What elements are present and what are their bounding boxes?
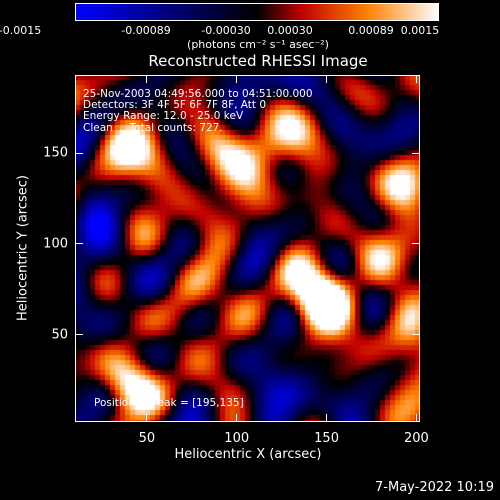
colorbar-unit: (photons cm⁻² s⁻¹ asec⁻²)	[187, 38, 329, 51]
y-tick	[75, 243, 83, 245]
colorbar-frame	[75, 3, 439, 21]
x-tick	[146, 75, 148, 83]
x-tick	[236, 75, 238, 83]
info-time-range: 25-Nov-2003 04:49:56.000 to 04:51:00.000	[83, 88, 313, 100]
info-detectors: Detectors: 3F 4F 5F 6F 7F 8F, Att 0	[83, 99, 267, 111]
plot-frame	[75, 75, 420, 422]
y-axis-label: Heliocentric Y (arcsec)	[15, 175, 31, 321]
peak-position: Position of Peak = [195,135]	[94, 397, 244, 409]
info-energy-range: Energy Range: 12.0 - 25.0 keV	[83, 110, 244, 122]
y-tick	[75, 334, 83, 336]
x-tick-label: 50	[138, 431, 156, 446]
x-tick	[415, 414, 417, 422]
colorbar-tick-label: -0.0015	[0, 24, 42, 37]
x-tick	[146, 414, 148, 422]
x-tick-label: 150	[314, 431, 339, 446]
y-tick-label: 100	[43, 236, 68, 252]
colorbar	[75, 3, 439, 21]
colorbar-tick-label: -0.00089	[121, 24, 171, 37]
x-axis-label: Heliocentric X (arcsec)	[174, 447, 322, 462]
info-counts: Clean Total counts: 727.	[83, 122, 223, 134]
x-tick-label: 200	[403, 431, 429, 446]
x-tick-label: 100	[224, 431, 250, 446]
colorbar-tick-label: -0.00030	[201, 24, 251, 37]
rhessi-image	[75, 75, 420, 422]
y-tick-label: 50	[51, 327, 68, 343]
colorbar-tick-label: 0.00089	[348, 24, 394, 37]
colorbar-tick-label: 0.00030	[267, 24, 313, 37]
y-tick	[75, 152, 83, 154]
x-tick	[326, 414, 328, 422]
y-tick-label: 150	[43, 145, 68, 161]
y-tick	[412, 334, 420, 336]
timestamp: 7-May-2022 10:19	[375, 480, 494, 495]
y-tick	[412, 152, 420, 154]
chart-title: Reconstructed RHESSI Image	[148, 52, 368, 70]
x-tick	[326, 75, 328, 83]
x-tick	[236, 414, 238, 422]
y-tick	[412, 243, 420, 245]
x-tick	[415, 75, 417, 83]
colorbar-tick-label: 0.0015	[400, 24, 440, 37]
